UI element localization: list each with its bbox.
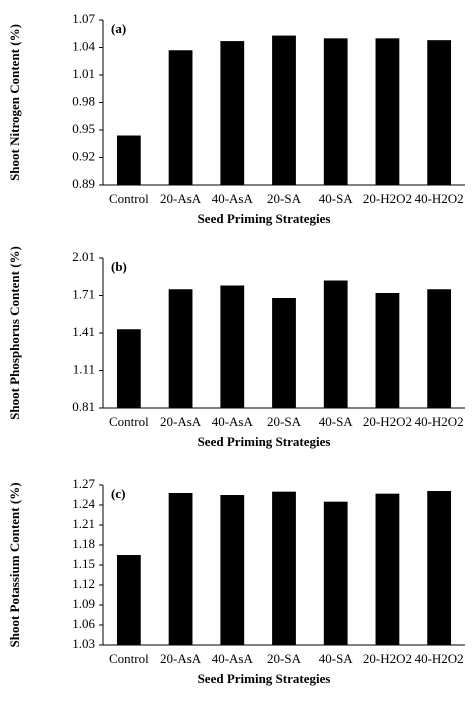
panel-label: (b) [111,259,127,274]
bar [272,491,296,645]
x-tick-label: 20-SA [267,414,302,429]
y-tick-label: 1.11 [73,361,95,376]
y-tick-label: 1.27 [72,476,95,491]
y-tick-label: 1.18 [72,536,95,551]
x-axis-label: Seed Priming Strategies [198,211,331,226]
x-tick-label: 20-SA [267,651,302,666]
y-tick-label: 1.71 [72,286,95,301]
x-tick-label: Control [109,651,149,666]
x-tick-label: 20-SA [267,191,302,206]
x-tick-label: Control [109,414,149,429]
bar [116,135,141,185]
bar [323,280,348,408]
bar [375,493,400,645]
y-tick-label: 0.89 [72,176,95,191]
x-tick-label: 40-AsA [212,191,254,206]
bar [220,495,245,645]
x-axis-label: Seed Priming Strategies [198,434,331,449]
x-tick-label: 40-H2O2 [415,414,464,429]
x-tick-label: 20-AsA [160,651,202,666]
x-tick-label: 40-AsA [212,651,254,666]
y-tick-label: 1.21 [72,516,95,531]
y-tick-label: 1.24 [72,496,95,511]
x-tick-label: 20-H2O2 [363,414,412,429]
bar [427,40,452,185]
y-tick-label: 1.03 [72,636,95,651]
y-tick-label: 1.09 [72,596,95,611]
x-tick-label: Control [109,191,149,206]
bar [220,285,245,408]
x-tick-label: 40-H2O2 [415,191,464,206]
y-tick-label: 0.92 [72,148,95,163]
y-axis-label: Shoot Nitrogen Content (%) [7,24,22,181]
y-tick-label: 1.06 [72,616,95,631]
y-tick-label: 1.01 [72,66,95,81]
bar [375,38,400,186]
y-axis-label: Shoot Potassium Content (%) [7,482,22,647]
y-tick-label: 1.07 [72,11,95,26]
x-tick-label: 20-H2O2 [363,191,412,206]
y-axis-label: Shoot Phosphorus Content (%) [7,246,22,420]
x-tick-label: 20-AsA [160,191,202,206]
y-tick-label: 1.12 [72,576,95,591]
y-tick-label: 0.81 [72,399,95,414]
panel-label: (c) [111,486,125,501]
bar [375,293,400,408]
y-tick-label: 1.04 [72,38,95,53]
x-tick-label: 40-SA [319,651,354,666]
bar [168,493,193,645]
bar [168,50,193,185]
bar [168,289,193,408]
bar [116,555,141,645]
y-tick-label: 2.01 [72,249,95,264]
x-axis-label: Seed Priming Strategies [198,671,331,686]
bar [427,491,452,645]
bar [220,41,245,186]
x-tick-label: 20-AsA [160,414,202,429]
y-tick-label: 0.98 [72,93,95,108]
bar [427,289,452,408]
y-tick-label: 1.15 [72,556,95,571]
y-tick-label: 1.41 [72,324,95,339]
bar [323,501,348,645]
x-tick-label: 20-H2O2 [363,651,412,666]
bar [272,298,296,408]
x-tick-label: 40-SA [319,414,354,429]
y-tick-label: 0.95 [72,121,95,136]
bar [323,38,348,186]
x-tick-label: 40-SA [319,191,354,206]
panel-label: (a) [111,21,126,36]
x-tick-label: 40-H2O2 [415,651,464,666]
bar [272,35,296,186]
bar [116,329,141,408]
x-tick-label: 40-AsA [212,414,254,429]
